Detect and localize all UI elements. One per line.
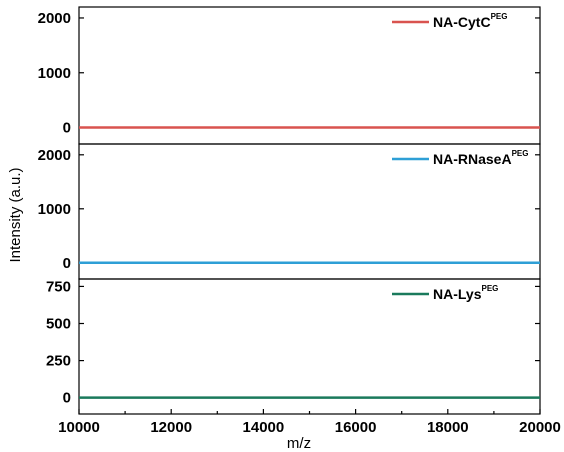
x-tick-label: 16000 [335,419,377,436]
legend-label: NA-RNaseAPEG [433,149,528,167]
x-tick-label: 18000 [427,419,469,436]
y-tick-label: 250 [46,353,71,370]
legend-label: NA-CytCPEG [433,12,507,30]
legend-series-name: NA-CytC [433,14,491,30]
legend-series-name: NA-Lys [433,286,482,302]
y-tick-label: 0 [63,120,71,137]
panel-1: 0 1000 2000 NA-CytCPEG [38,6,541,145]
y-tick-label: 2000 [38,10,71,27]
y-tick-label: 0 [63,255,71,272]
legend-series-superscript: PEG [512,149,529,158]
y-axis-label: Intensity (a.u.) [7,167,24,262]
y-tick-label: 1000 [38,201,71,218]
y-tick-label: 500 [46,316,71,333]
y-tick-label: 2000 [38,147,71,164]
legend-series-superscript: PEG [491,12,508,21]
x-tick-label: 20000 [519,419,561,436]
legend-series-superscript: PEG [482,284,499,293]
y-tick-label: 1000 [38,65,71,82]
y-tick-label: 0 [63,390,71,407]
x-tick-label: 14000 [243,419,285,436]
legend-series-name: NA-RNaseA [433,151,512,167]
panel-2: 0 1000 2000 NA-RNaseAPEG [38,143,541,280]
y-tick-label: 750 [46,278,71,295]
legend-label: NA-LysPEG [433,284,498,302]
x-tick-label: 10000 [58,419,100,436]
panel-3: 0 250 500 750 NA-LysPEG [46,278,541,415]
x-axis-ticks: 10000 12000 14000 16000 18000 20000 [58,409,561,436]
x-tick-label: 12000 [150,419,192,436]
x-axis-label: m/z [287,435,311,452]
